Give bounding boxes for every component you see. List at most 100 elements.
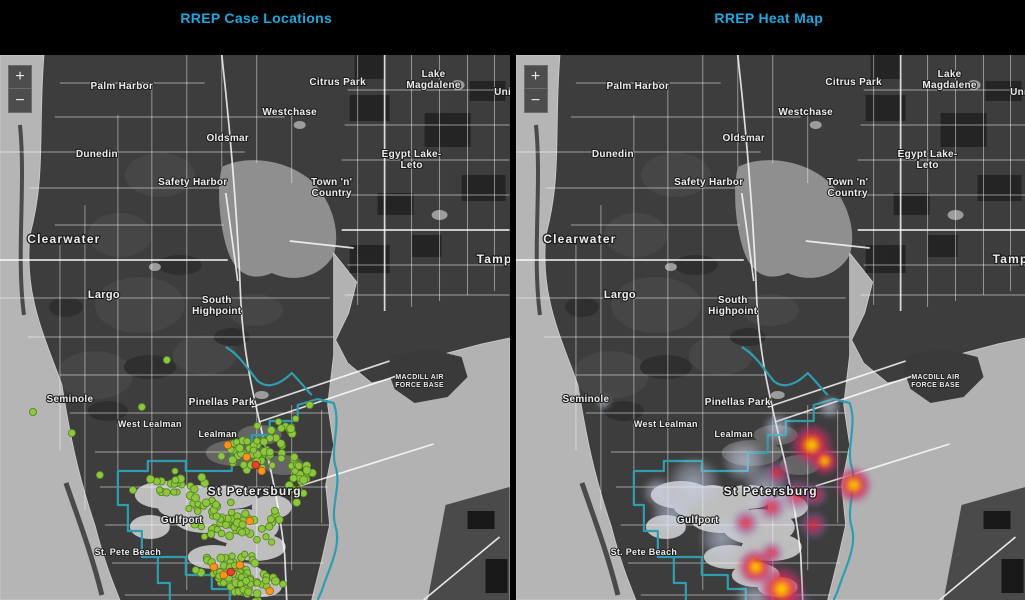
case-dot[interactable] xyxy=(145,474,155,484)
case-dot[interactable] xyxy=(244,587,253,596)
case-dot[interactable] xyxy=(302,465,312,475)
case-dot[interactable] xyxy=(275,515,284,524)
case-dot[interactable] xyxy=(128,485,137,494)
case-dot[interactable] xyxy=(245,516,254,526)
case-dot[interactable] xyxy=(28,407,37,416)
case-map-title: RREP Case Locations xyxy=(180,10,333,26)
case-dot[interactable] xyxy=(193,507,202,515)
case-dot[interactable] xyxy=(299,489,308,498)
case-dot[interactable] xyxy=(171,476,180,484)
case-dot[interactable] xyxy=(253,579,261,587)
case-dot[interactable] xyxy=(155,486,164,494)
zoom-in-button[interactable]: + xyxy=(8,65,32,89)
case-dot[interactable] xyxy=(252,589,262,598)
case-dot[interactable] xyxy=(257,524,266,533)
case-dot[interactable] xyxy=(235,443,245,453)
case-dot[interactable] xyxy=(216,553,226,563)
case-dot[interactable] xyxy=(190,520,200,529)
case-dot[interactable] xyxy=(67,428,76,437)
case-dot[interactable] xyxy=(243,437,251,446)
case-dot[interactable] xyxy=(185,504,193,513)
case-dot[interactable] xyxy=(95,470,104,479)
case-dot[interactable] xyxy=(284,480,294,490)
case-dot[interactable] xyxy=(217,452,226,461)
case-dot[interactable] xyxy=(265,448,275,457)
case-dot[interactable] xyxy=(257,466,266,476)
case-dot[interactable] xyxy=(250,558,260,568)
case-dot[interactable] xyxy=(191,566,200,574)
case-dot[interactable] xyxy=(267,538,276,546)
case-dot[interactable] xyxy=(262,533,270,541)
case-dot[interactable] xyxy=(292,498,301,507)
case-dot[interactable] xyxy=(209,562,218,572)
case-dot[interactable] xyxy=(241,550,249,558)
case-dot[interactable] xyxy=(228,455,237,465)
case-dot[interactable] xyxy=(274,418,283,426)
case-dot[interactable] xyxy=(162,488,171,497)
case-dot[interactable] xyxy=(251,597,259,600)
case-dot[interactable] xyxy=(286,424,296,434)
case-dot[interactable] xyxy=(277,454,286,463)
case-dot[interactable] xyxy=(238,528,247,537)
case-dot[interactable] xyxy=(290,452,299,462)
case-dot[interactable] xyxy=(242,576,251,585)
case-dot[interactable] xyxy=(227,508,236,517)
case-dot[interactable] xyxy=(305,400,314,409)
case-dot[interactable] xyxy=(268,461,276,469)
case-dot[interactable] xyxy=(276,439,286,448)
case-dot[interactable] xyxy=(265,586,274,596)
case-dot[interactable] xyxy=(219,570,228,580)
case-dot[interactable] xyxy=(219,579,228,587)
case-dot[interactable] xyxy=(235,560,244,570)
case-dot[interactable] xyxy=(299,475,309,485)
case-dot[interactable] xyxy=(225,531,234,541)
case-dot[interactable] xyxy=(162,355,171,364)
case-dot[interactable] xyxy=(217,529,226,538)
case-dot[interactable] xyxy=(226,567,235,577)
case-dot[interactable] xyxy=(294,461,303,470)
case-dot[interactable] xyxy=(253,422,261,430)
case-dot[interactable] xyxy=(191,493,200,503)
case-dot[interactable] xyxy=(242,452,251,462)
case-dot[interactable] xyxy=(259,437,269,446)
case-dot[interactable] xyxy=(289,474,298,483)
case-dot[interactable] xyxy=(201,498,211,508)
case-dot[interactable] xyxy=(271,576,281,586)
case-dot[interactable] xyxy=(212,500,221,509)
case-dot[interactable] xyxy=(221,520,230,529)
case-dot[interactable] xyxy=(277,424,286,433)
case-dot[interactable] xyxy=(261,576,270,585)
case-dot[interactable] xyxy=(249,446,258,454)
case-dot[interactable] xyxy=(291,467,299,475)
case-dot[interactable] xyxy=(170,488,178,496)
case-dot[interactable] xyxy=(253,535,261,544)
case-dot[interactable] xyxy=(270,506,279,515)
case-dot[interactable] xyxy=(197,472,207,482)
case-dot[interactable] xyxy=(241,509,250,518)
case-dot[interactable] xyxy=(265,522,274,531)
case-dot[interactable] xyxy=(239,461,248,469)
case-dot[interactable] xyxy=(238,520,247,529)
case-dot[interactable] xyxy=(223,440,232,450)
case-dot[interactable] xyxy=(227,498,235,507)
case-dot[interactable] xyxy=(200,532,209,541)
case-dot[interactable] xyxy=(295,485,303,493)
case-dot[interactable] xyxy=(137,402,146,411)
case-dot[interactable] xyxy=(207,530,216,539)
case-dot[interactable] xyxy=(279,580,287,588)
case-dot[interactable] xyxy=(190,484,199,494)
case-dot[interactable] xyxy=(253,437,261,445)
case-dot[interactable] xyxy=(266,425,276,435)
case-dot[interactable] xyxy=(266,515,275,524)
zoom-out-button[interactable]: − xyxy=(8,89,32,113)
case-dot[interactable] xyxy=(228,552,236,560)
case-dot[interactable] xyxy=(292,415,300,423)
zoom-in-button[interactable]: + xyxy=(523,65,548,89)
case-dot[interactable] xyxy=(251,460,260,470)
case-dot[interactable] xyxy=(171,467,179,475)
zoom-out-button[interactable]: − xyxy=(523,89,548,113)
